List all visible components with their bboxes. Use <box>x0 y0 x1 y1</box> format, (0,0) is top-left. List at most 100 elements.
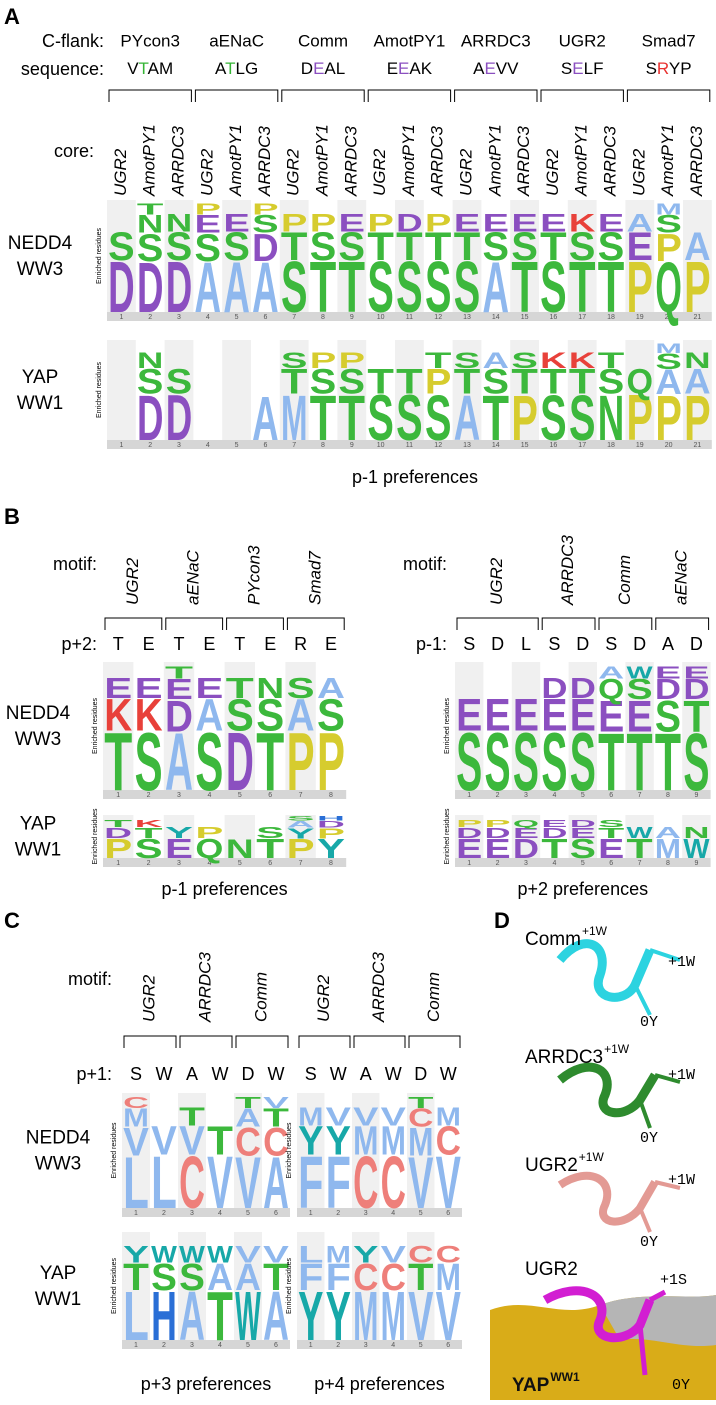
caption: p-1 preferences <box>162 879 288 899</box>
column-shade <box>279 200 309 312</box>
logo-letter: S <box>513 716 539 808</box>
logo-letter: C <box>263 1119 289 1164</box>
logo-letter: S <box>598 819 626 830</box>
column-shade <box>452 340 482 440</box>
logo-letter: Y <box>317 833 345 864</box>
logo-letter: C <box>436 1241 461 1268</box>
logo-letter: T <box>310 248 336 328</box>
logo-letter: W <box>627 663 653 683</box>
logo-letter: T <box>263 1104 289 1132</box>
position-label: 13 <box>463 442 471 449</box>
row-label: NEDD4 <box>26 1128 91 1149</box>
logo-letter: S <box>256 690 284 741</box>
logo-letter: E <box>339 210 365 238</box>
group-name: Smad7 <box>642 31 696 50</box>
logo-letter: A <box>235 1256 261 1299</box>
core-label: UGR2 <box>197 148 216 196</box>
column-shade <box>107 340 136 440</box>
column-shade <box>103 662 134 790</box>
logo-letter: S <box>137 227 163 270</box>
logo-letter: T <box>408 1094 434 1112</box>
motif-label: ARRDC3 <box>195 952 214 1023</box>
logo-letter: P <box>684 382 710 454</box>
position-strip <box>455 858 711 867</box>
structure-name: Comm <box>525 929 581 950</box>
logo-letter: A <box>263 1277 289 1355</box>
logo-letter: N <box>226 834 254 864</box>
header-label: p+1: <box>76 1064 112 1084</box>
column-shade <box>511 815 541 858</box>
logo-letter: S <box>223 225 249 269</box>
core-label: AmotPY1 <box>312 124 331 197</box>
logo-letter: S <box>226 690 254 741</box>
logo-letter: S <box>541 716 567 808</box>
position-label: 21 <box>694 314 702 321</box>
residue-label: D <box>242 1064 255 1084</box>
column-shade <box>625 340 655 440</box>
axis-label: Enriched residues <box>111 1257 118 1314</box>
logo-letter: P <box>425 363 451 402</box>
residue-tag: +1S <box>660 1272 687 1289</box>
column-shade <box>163 815 195 858</box>
logo-letter: C <box>381 1256 406 1299</box>
logo-letter: S <box>454 248 480 328</box>
logo-letter: S <box>570 716 596 808</box>
logo-letter: E <box>223 210 249 238</box>
caption: p+3 preferences <box>141 1374 272 1394</box>
logo-letter: T <box>104 819 132 830</box>
logo-letter: T <box>396 225 422 269</box>
logo-letter: E <box>598 210 624 238</box>
core-label: UGR2 <box>284 148 303 196</box>
core-label: ARRDC3 <box>428 126 447 197</box>
logo-letter: L <box>298 1241 324 1268</box>
logo-letter: Y <box>287 825 315 842</box>
logo-letter: E <box>513 690 539 741</box>
logo-letter: E <box>570 825 596 842</box>
residue-label: A <box>360 1064 372 1084</box>
logo-letter: P <box>627 248 653 328</box>
axis-label: Enriched residues <box>286 1257 293 1314</box>
header-label: motif: <box>403 554 447 574</box>
sequence: VTAM <box>127 59 173 78</box>
logo-letter: V <box>326 1103 352 1131</box>
logo-letter: D <box>655 674 681 706</box>
position-label: 1 <box>116 860 120 867</box>
logo-letter: S <box>310 225 336 269</box>
row-label: WW3 <box>35 1154 81 1175</box>
core-label: ARRDC3 <box>687 126 706 197</box>
position-strip <box>122 1208 290 1217</box>
logo-letter: M <box>655 340 681 356</box>
logo-letter: E <box>454 210 480 238</box>
core-label: AmotPY1 <box>572 124 591 197</box>
logo-letter: E <box>540 210 566 238</box>
logo-letter: E <box>627 692 653 741</box>
logo-letter: W <box>151 1241 177 1268</box>
residue-label: D <box>414 1064 427 1084</box>
logo-letter: P <box>655 383 681 454</box>
logo-letter: C <box>353 1256 378 1299</box>
column-shade <box>511 662 541 790</box>
position-label: 11 <box>406 442 413 449</box>
position-label: 13 <box>463 314 471 321</box>
position-label: 3 <box>177 314 181 321</box>
column-shade <box>163 662 195 790</box>
position-label: 4 <box>552 860 556 867</box>
column-shade <box>164 340 194 440</box>
position-label: 3 <box>177 792 181 799</box>
panel-label: C <box>4 908 20 933</box>
residue-tag: 0Y <box>672 1377 690 1394</box>
logo-letter: T <box>569 248 595 328</box>
axis-label: Enriched residues <box>96 227 103 284</box>
position-label: 12 <box>434 442 442 449</box>
logo-letter: T <box>483 382 509 454</box>
core-label: AmotPY1 <box>140 124 159 197</box>
logo-letter: P <box>317 716 345 808</box>
motif-label: Comm <box>424 972 443 1022</box>
logo-letter: M <box>436 1256 461 1299</box>
logo-letter: V <box>381 1241 408 1268</box>
logo-letter: P <box>310 210 336 238</box>
logo-letter: E <box>513 825 539 842</box>
logo-letter: P <box>655 227 681 270</box>
residue-label: T <box>113 634 124 654</box>
logo-letter: S <box>281 248 307 328</box>
